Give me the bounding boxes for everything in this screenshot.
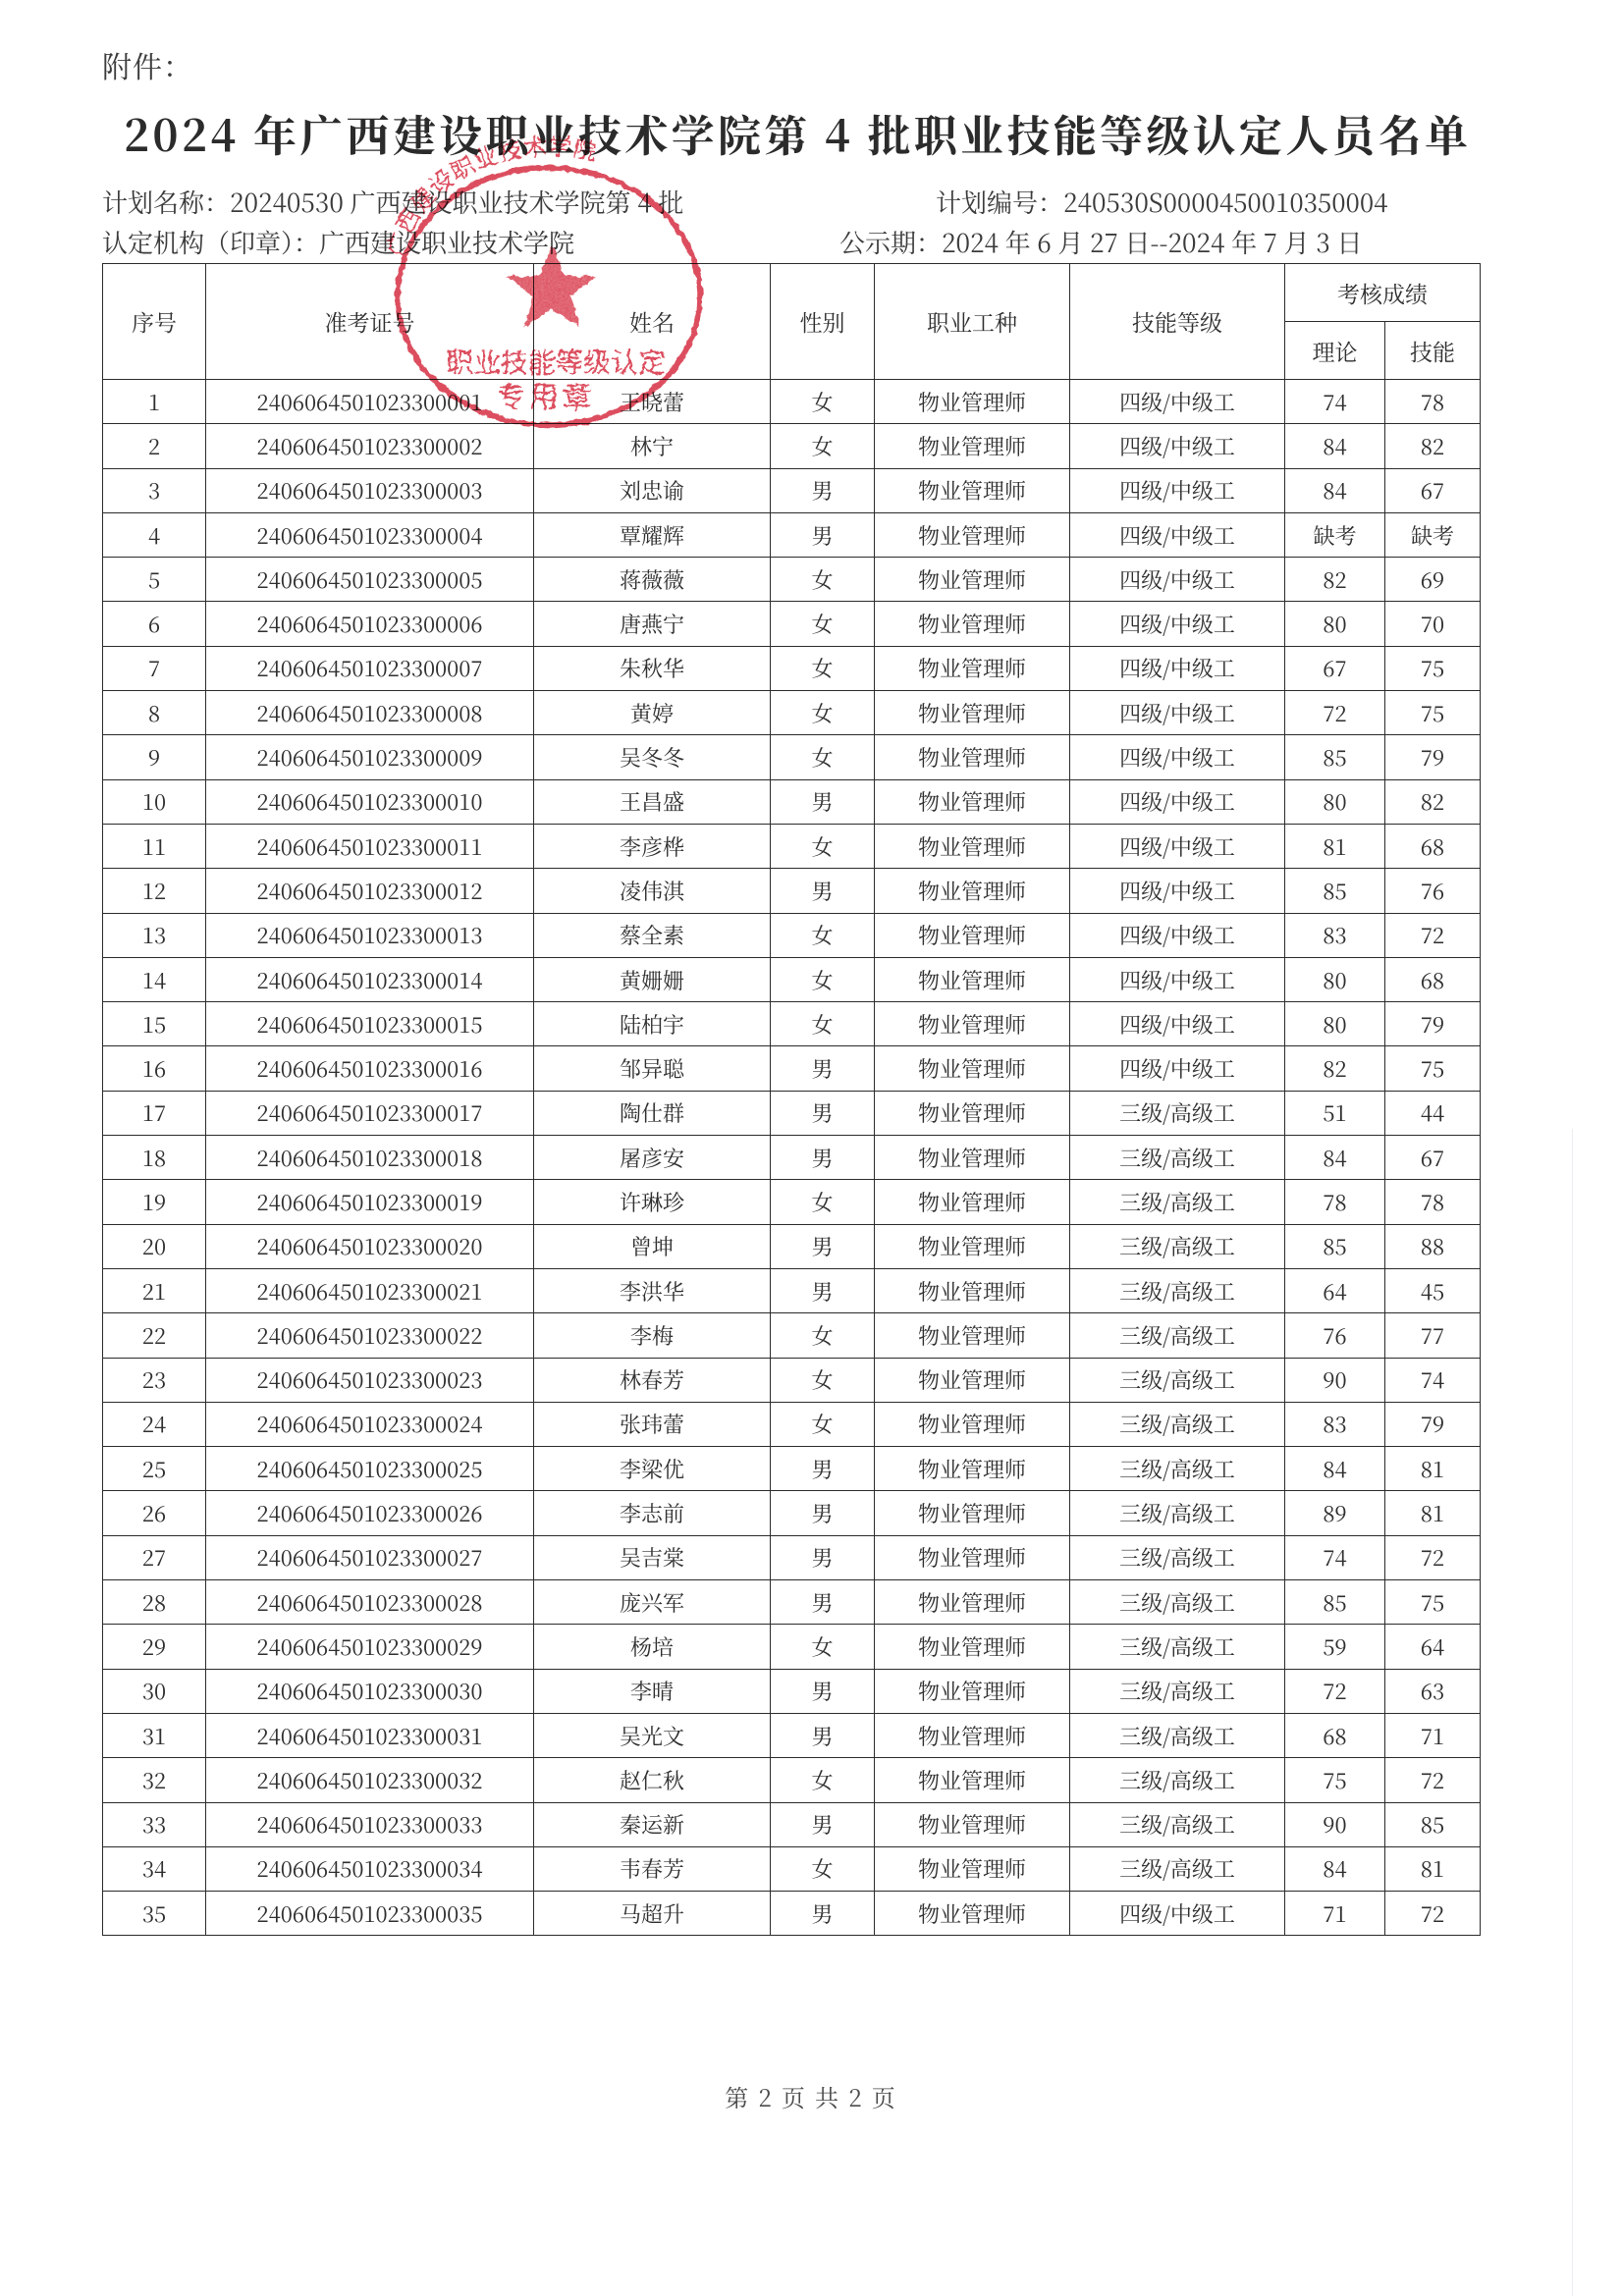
svg-text:专用章: 专用章 (496, 373, 596, 416)
